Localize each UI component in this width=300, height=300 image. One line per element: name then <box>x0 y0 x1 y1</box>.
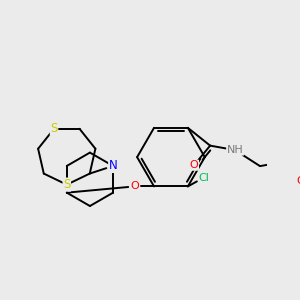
Text: S: S <box>63 178 70 191</box>
Text: O: O <box>190 160 199 170</box>
Text: NH: NH <box>227 145 243 155</box>
Text: O: O <box>130 182 139 191</box>
Text: N: N <box>109 159 117 172</box>
Text: S: S <box>50 122 58 135</box>
Text: Cl: Cl <box>199 172 209 182</box>
Text: O: O <box>297 176 300 186</box>
